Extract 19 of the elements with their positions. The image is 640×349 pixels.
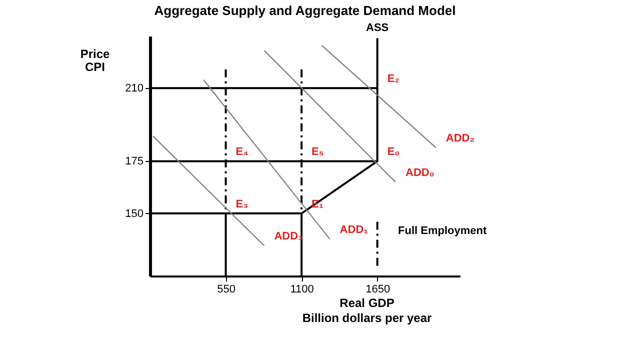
annotation: ADD₁ xyxy=(340,224,369,236)
annotation: E₃ xyxy=(236,198,248,210)
x-tick-label: 1100 xyxy=(290,284,314,296)
annotation: E₄ xyxy=(236,146,248,158)
y-tick-label: 210 xyxy=(125,82,144,95)
chart-title: Aggregate Supply and Aggregate Demand Model xyxy=(154,3,456,18)
annotation: ADD₀ xyxy=(406,167,434,180)
y-tick-label: 150 xyxy=(125,208,144,220)
annotation: E₅ xyxy=(312,146,324,158)
annotation: Full Employment xyxy=(398,225,487,237)
annotation: E₂ xyxy=(387,73,400,86)
x-tick-label: 550 xyxy=(217,284,236,296)
y-axis-title: Price CPI xyxy=(80,47,110,74)
annotation: ADD₂ xyxy=(446,132,475,145)
x-tick-label: 1650 xyxy=(366,284,390,296)
y-tick-label: 175 xyxy=(125,156,144,168)
annotation: E₀ xyxy=(387,146,400,158)
x-axis-title: Real GDP Billion dollars per year xyxy=(302,296,432,325)
series-label: ASS xyxy=(366,22,389,34)
